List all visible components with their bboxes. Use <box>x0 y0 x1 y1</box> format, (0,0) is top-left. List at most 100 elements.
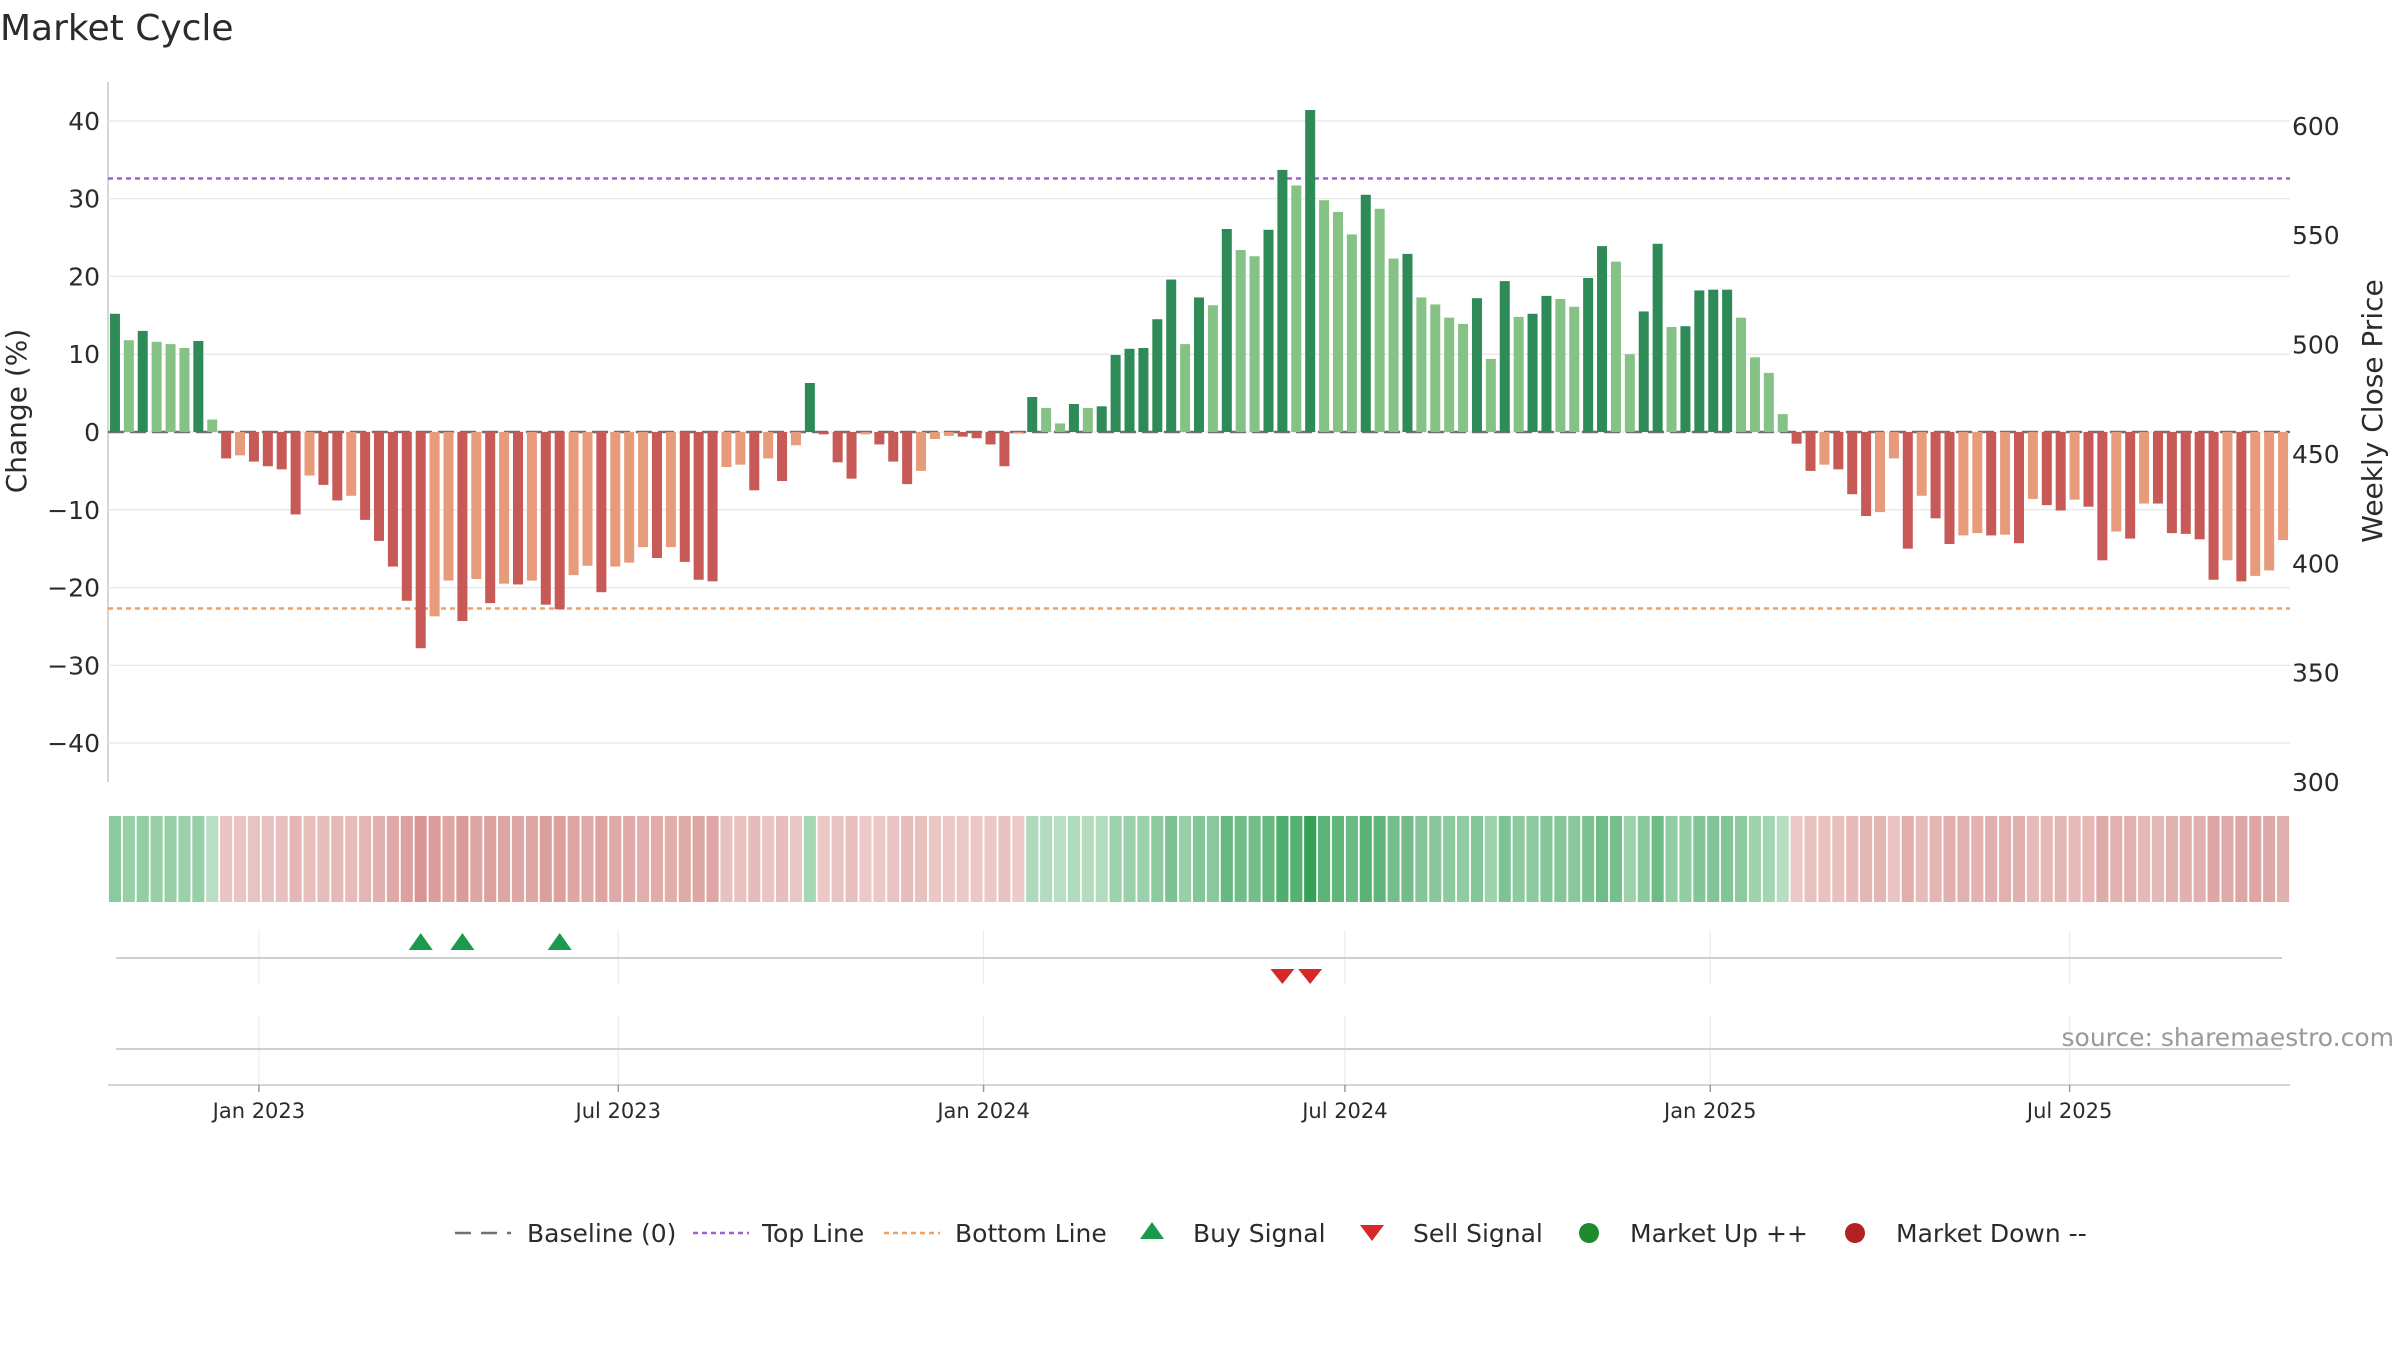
change-bar <box>943 432 954 436</box>
heat-cell <box>400 816 413 902</box>
change-bar <box>2152 432 2163 504</box>
heat-cell <box>901 816 914 902</box>
change-bar <box>137 330 148 432</box>
change-bar <box>1569 306 1580 432</box>
heat-cell <box>1762 816 1775 902</box>
change-bar <box>1346 234 1357 432</box>
heat-cell <box>498 816 511 902</box>
heat-cell <box>1095 816 1108 902</box>
change-bar <box>971 432 982 439</box>
source-note: source: sharemaestro.com <box>2062 1023 2395 1052</box>
heat-cell <box>692 816 705 902</box>
change-bar <box>916 432 927 471</box>
heat-cell <box>762 816 775 902</box>
change-bar <box>1666 327 1677 432</box>
change-bar <box>2208 432 2219 580</box>
change-bar <box>1986 432 1997 536</box>
sell-signal-marker <box>1270 969 1295 984</box>
left-axis-title: Change (%) <box>0 329 33 494</box>
heat-cell <box>706 816 719 902</box>
change-bar <box>1110 355 1121 432</box>
change-bar <box>1263 229 1274 432</box>
heat-cell <box>1318 816 1331 902</box>
change-bar <box>804 383 815 432</box>
heat-cell <box>859 816 872 902</box>
change-bar <box>638 432 649 548</box>
heat-cell <box>1234 816 1247 902</box>
legend-item-baseline: Baseline (0) <box>455 1219 676 1248</box>
change-bar <box>1277 169 1288 432</box>
heat-cell <box>1206 816 1219 902</box>
legend-item-down: Market Down -- <box>1845 1219 2087 1248</box>
heat-cell <box>108 816 121 902</box>
heat-cell <box>817 816 830 902</box>
change-bar <box>1958 432 1969 536</box>
heat-cell <box>1512 816 1525 902</box>
heat-cell <box>2012 816 2026 902</box>
heat-cell <box>914 816 928 902</box>
heat-cell <box>345 816 358 902</box>
change-bar <box>1749 357 1760 432</box>
heat-cell <box>2193 816 2206 902</box>
heat-cell <box>720 816 733 902</box>
change-bar <box>1972 432 1983 534</box>
heat-cell <box>1776 816 1789 902</box>
legend: Baseline (0) Top Line Bottom Line Buy Signa… <box>455 1219 2087 1248</box>
heat-cell <box>1401 816 1414 902</box>
change-bar <box>457 432 468 621</box>
heat-cell <box>678 816 691 902</box>
heat-cell <box>261 816 274 902</box>
change-bar <box>860 432 871 435</box>
change-bar <box>2027 432 2038 499</box>
change-bar <box>1221 229 1232 432</box>
heat-cell <box>2207 816 2220 902</box>
change-bar <box>1722 289 1733 432</box>
change-bar <box>651 432 662 558</box>
change-bar <box>568 432 579 576</box>
change-bar <box>777 432 788 481</box>
change-bar <box>832 432 843 463</box>
heat-cell <box>1179 816 1192 902</box>
change-bar <box>1736 317 1747 432</box>
legend-swatch <box>1360 1225 1384 1241</box>
legend-label: Bottom Line <box>955 1219 1107 1248</box>
change-bar <box>1805 432 1816 471</box>
left-tick-label: 20 <box>68 262 100 291</box>
change-bar <box>2013 432 2024 544</box>
change-bar <box>1847 432 1858 495</box>
change-bar <box>1249 256 1260 432</box>
change-bar <box>2222 432 2233 561</box>
change-bar <box>1124 348 1135 432</box>
heat-cell <box>1943 816 1956 902</box>
change-bar <box>2166 432 2177 534</box>
change-bar <box>763 432 774 459</box>
change-bar <box>1902 432 1913 549</box>
change-bar <box>1527 313 1538 432</box>
change-bar <box>512 432 523 585</box>
change-bar <box>1916 432 1927 496</box>
heat-cell <box>2277 816 2290 902</box>
change-bar <box>207 419 218 432</box>
heat-cell <box>1846 816 1859 902</box>
change-bar <box>1068 404 1079 432</box>
heat-cell <box>2054 816 2067 902</box>
change-bar <box>999 432 1010 467</box>
change-bar <box>387 432 398 567</box>
change-bar <box>304 432 315 476</box>
heat-cell <box>1457 816 1470 902</box>
change-bars <box>109 110 2289 649</box>
change-bar <box>415 432 426 649</box>
change-bar <box>1444 317 1455 432</box>
left-tick-label: 0 <box>84 418 100 447</box>
change-bar <box>443 432 454 581</box>
left-tick-label: −40 <box>47 729 100 758</box>
heat-cell <box>1109 816 1122 902</box>
legend-label: Baseline (0) <box>527 1219 676 1248</box>
heat-cell <box>1554 816 1567 902</box>
heat-cell <box>1721 816 1734 902</box>
change-bar <box>2139 432 2150 504</box>
heat-cell <box>2235 816 2248 902</box>
heat-cell <box>2110 816 2123 902</box>
heat-cell <box>1929 816 1942 902</box>
